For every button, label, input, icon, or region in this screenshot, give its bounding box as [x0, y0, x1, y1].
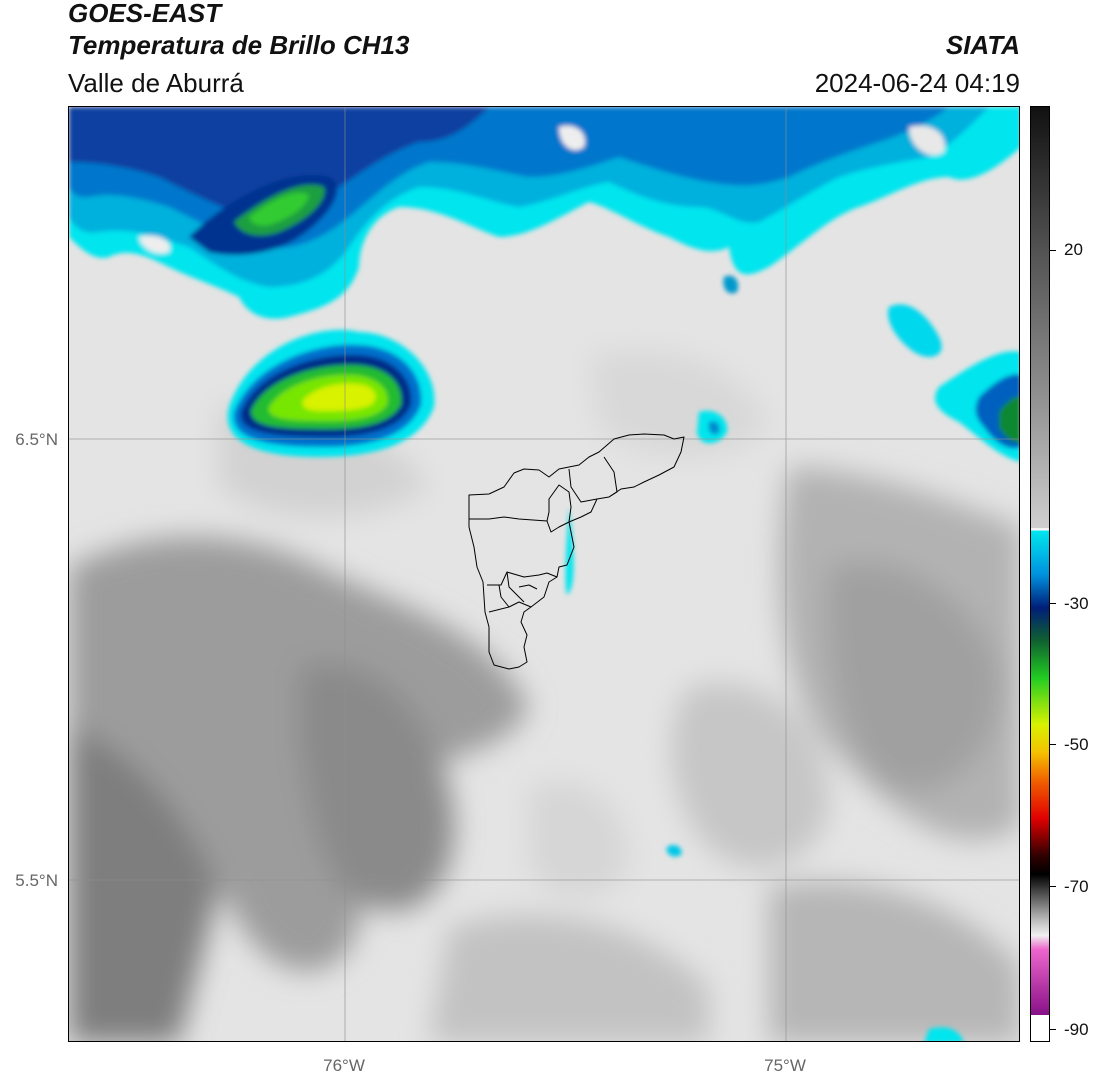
colorbar-tick	[1050, 1029, 1056, 1030]
colorbar-tick	[1050, 603, 1056, 604]
colorbar-gradient	[1031, 107, 1049, 1041]
colorbar-label-minus50: -50	[1064, 735, 1089, 754]
lat-label-5.5N: 5.5°N	[15, 871, 58, 890]
satellite-map[interactable]	[68, 106, 1020, 1042]
cloud-texture	[69, 350, 1019, 1041]
municipal-boundaries	[468, 433, 685, 670]
colorbar-label-minus30: -30	[1064, 594, 1089, 613]
product-title: Temperatura de Brillo CH13	[68, 30, 410, 60]
cold-cloud-band	[69, 107, 1019, 319]
colorbar-tick	[1050, 744, 1056, 745]
colorbar	[1030, 106, 1050, 1042]
map-grid	[69, 107, 1019, 1041]
map-canvas	[69, 107, 1019, 1041]
organization-label: SIATA	[945, 30, 1020, 60]
colorbar-label-minus70: -70	[1064, 877, 1089, 896]
convective-cell	[227, 329, 435, 457]
lat-label-6.5N: 6.5°N	[15, 430, 58, 449]
region-subtitle: Valle de Aburrá	[68, 68, 244, 98]
colorbar-tick	[1050, 250, 1056, 251]
colorbar-label-20: 20	[1064, 240, 1083, 259]
lon-label-75W: 75°W	[764, 1056, 806, 1075]
east-cloud	[565, 275, 1019, 1041]
lon-label-76W: 76°W	[323, 1056, 365, 1075]
timestamp-label: 2024-06-24 04:19	[814, 68, 1020, 98]
figure-title: GOES-EAST	[68, 0, 222, 28]
colorbar-label-minus90: -90	[1064, 1020, 1089, 1039]
colorbar-tick	[1050, 886, 1056, 887]
